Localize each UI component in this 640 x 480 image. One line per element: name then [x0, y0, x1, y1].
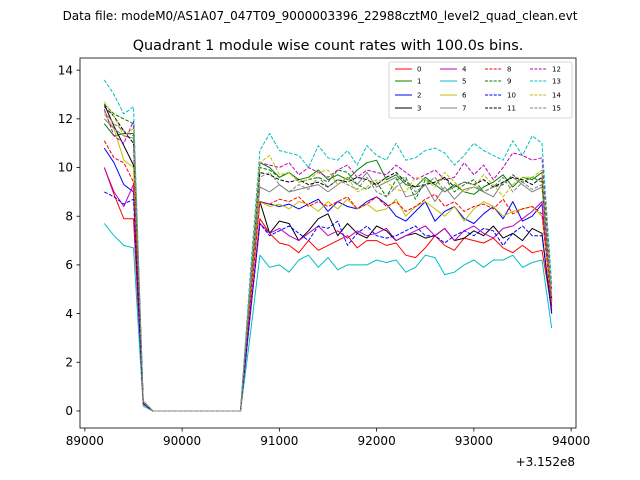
series-line-15 — [103, 111, 553, 412]
data-file-suptitle: Data file: modeM0/AS1A07_047T09_90000033… — [63, 9, 578, 23]
y-tick-label: 2 — [65, 355, 73, 369]
legend-label-12: 12 — [552, 66, 561, 74]
legend-label-13: 13 — [552, 78, 561, 86]
x-tick-label: 94000 — [552, 434, 590, 448]
y-tick-label: 12 — [58, 112, 73, 126]
series-line-6 — [103, 113, 553, 412]
y-tick-label: 8 — [65, 209, 73, 223]
y-tick-label: 14 — [58, 63, 73, 77]
series-line-0 — [103, 167, 553, 412]
legend-label-5: 5 — [462, 78, 466, 86]
legend-label-14: 14 — [552, 92, 561, 100]
y-tick-label: 10 — [58, 161, 73, 175]
x-tick-label: 89000 — [66, 434, 104, 448]
x-tick-label: 90000 — [163, 434, 201, 448]
series-line-12 — [103, 108, 553, 412]
y-axis-ticks: 0 2 4 6 8 10 12 14 — [58, 63, 80, 418]
legend-label-3: 3 — [417, 105, 421, 113]
legend-label-10: 10 — [507, 92, 516, 100]
x-tick-label: 93000 — [455, 434, 493, 448]
y-tick-label: 4 — [65, 307, 73, 321]
series-line-8 — [103, 140, 553, 412]
x-axis-offset-text: +3.152e8 — [516, 455, 575, 469]
series-line-10 — [104, 191, 553, 412]
legend-label-0: 0 — [417, 66, 421, 74]
y-tick-label: 0 — [65, 404, 73, 418]
plot-area-frame — [79, 57, 577, 429]
legend-label-4: 4 — [462, 66, 467, 74]
series-line-13 — [103, 79, 553, 412]
legend-label-7: 7 — [462, 105, 466, 113]
series-line-5 — [103, 223, 553, 412]
legend-label-15: 15 — [552, 105, 561, 113]
series-line-11 — [103, 106, 553, 412]
x-axis-ticks: 89000 90000 91000 92000 93000 94000 — [66, 428, 590, 448]
chart-title: Quadrant 1 module wise count rates with … — [133, 38, 524, 54]
legend-label-1: 1 — [417, 78, 421, 86]
series-line-7 — [103, 118, 553, 412]
series-line-4 — [103, 167, 553, 412]
y-tick-label: 6 — [65, 258, 73, 272]
legend-label-8: 8 — [507, 66, 511, 74]
legend-label-2: 2 — [417, 92, 421, 100]
x-tick-label: 92000 — [358, 434, 396, 448]
series-line-14 — [103, 101, 553, 412]
legend-label-9: 9 — [507, 78, 511, 86]
legend-frame — [388, 61, 573, 119]
series-line-2 — [103, 147, 553, 412]
x-tick-label: 91000 — [260, 434, 298, 448]
legend-label-6: 6 — [462, 92, 467, 100]
series-lines-group — [103, 79, 553, 412]
legend-label-11: 11 — [507, 105, 516, 113]
